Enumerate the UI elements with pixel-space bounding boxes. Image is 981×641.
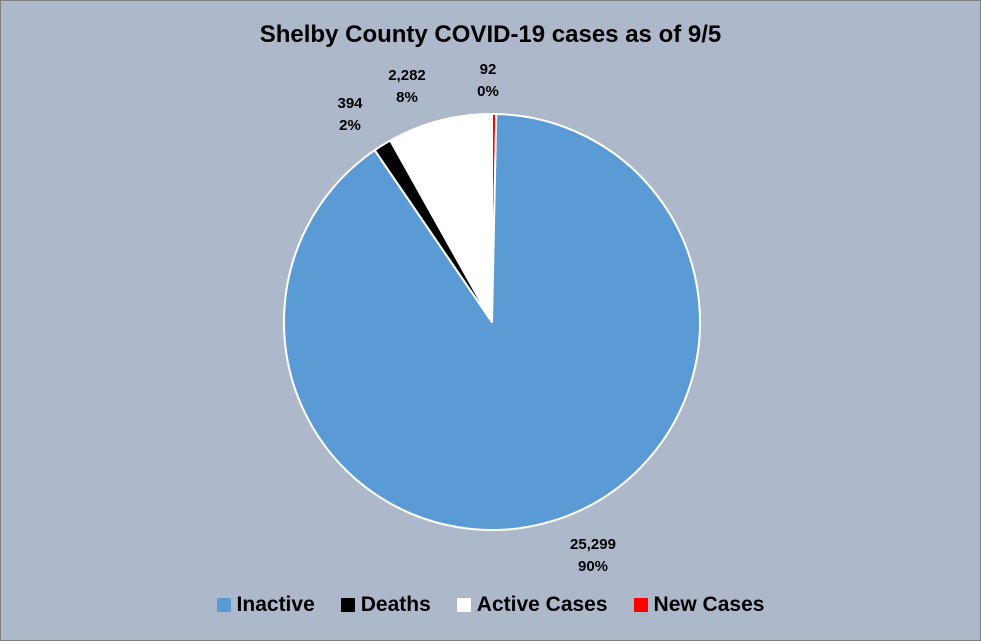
legend-label-active-cases: Active Cases xyxy=(476,593,608,616)
legend-item-active-cases: Active Cases xyxy=(456,593,608,617)
data-label-percent-deaths: 2% xyxy=(339,117,361,134)
legend-swatch-inactive xyxy=(216,598,231,612)
data-label-percent-new-cases: 0% xyxy=(477,83,499,100)
legend-item-deaths: Deaths xyxy=(340,593,431,617)
pie-slice-active-cases xyxy=(389,113,493,323)
data-label-value-new-cases: 92 xyxy=(480,61,497,78)
legend: Inactive Deaths Active Cases New Cases xyxy=(1,593,980,617)
data-label-value-deaths: 394 xyxy=(337,95,363,112)
data-label-value-active-cases: 2,282 xyxy=(388,67,426,84)
legend-swatch-deaths xyxy=(340,598,355,612)
chart-title: Shelby County COVID-19 cases as of 9/5 xyxy=(259,21,722,48)
data-label-percent-active-cases: 8% xyxy=(396,89,418,106)
data-label-percent-inactive: 90% xyxy=(578,558,608,575)
legend-item-inactive: Inactive xyxy=(216,593,315,617)
legend-label-new-cases: New Cases xyxy=(653,593,765,616)
legend-label-inactive: Inactive xyxy=(236,593,315,616)
legend-swatch-active-cases xyxy=(456,598,471,612)
legend-label-deaths: Deaths xyxy=(360,593,431,616)
legend-swatch-new-cases xyxy=(633,598,648,612)
data-label-value-inactive: 25,299 xyxy=(570,536,616,553)
legend-item-new-cases: New Cases xyxy=(633,593,765,617)
